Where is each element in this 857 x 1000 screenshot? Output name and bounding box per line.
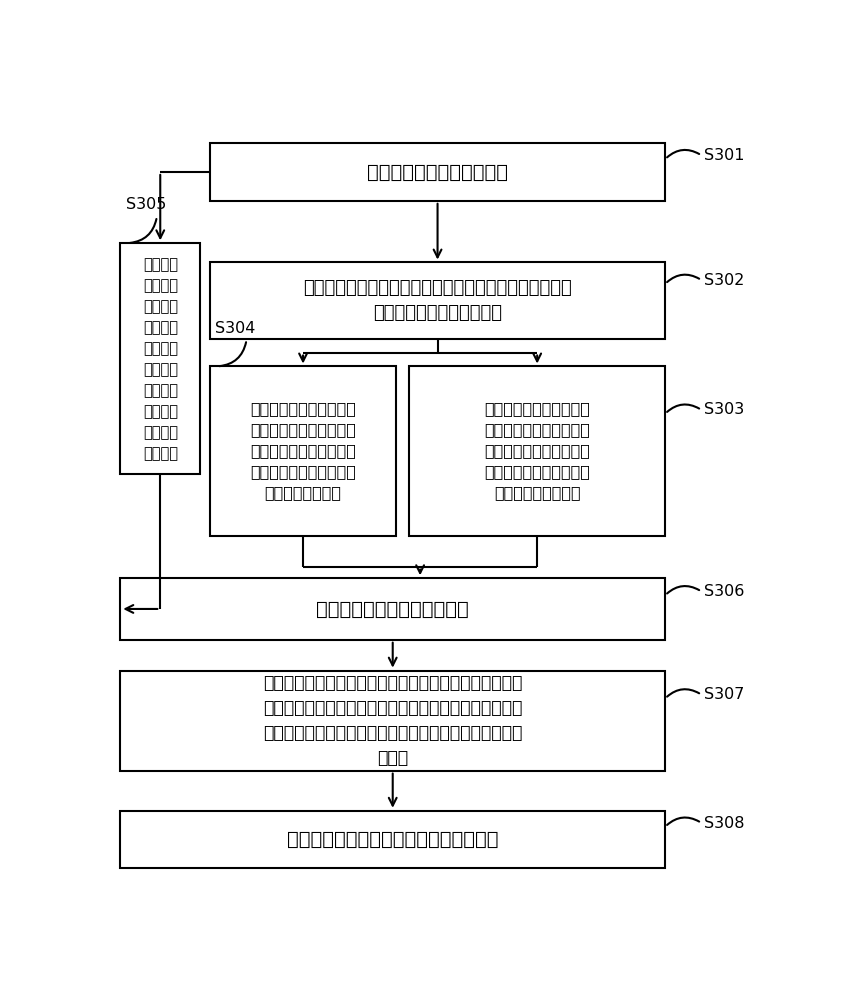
FancyArrowPatch shape	[667, 404, 699, 412]
Bar	[120, 811, 665, 868]
Bar	[410, 366, 665, 536]
Text: S307: S307	[704, 687, 744, 702]
FancyArrowPatch shape	[667, 818, 699, 825]
FancyArrowPatch shape	[129, 219, 157, 243]
Text: S302: S302	[704, 273, 744, 288]
Text: 如果所述摄像头切换模式为自动切换模式，则获取当前设
备与待拍摄景物的距离信息: 如果所述摄像头切换模式为自动切换模式，则获取当前设 备与待拍摄景物的距离信息	[303, 279, 572, 322]
Text: S308: S308	[704, 816, 744, 831]
FancyArrowPatch shape	[219, 342, 246, 366]
FancyArrowPatch shape	[667, 150, 699, 157]
Text: S306: S306	[704, 584, 744, 599]
Text: S305: S305	[126, 197, 166, 212]
Text: 如果所述距离信息大于所
述设定距离阈值，则将所
述长焦摄像头标记为主摄
像头，并将所述广角摄像
头标记为辅摄像头: 如果所述距离信息大于所 述设定距离阈值，则将所 述长焦摄像头标记为主摄 像头，并…	[250, 402, 356, 501]
FancyArrowPatch shape	[667, 689, 699, 697]
Text: S301: S301	[704, 148, 744, 163]
Bar	[120, 578, 665, 640]
Text: S303: S303	[704, 402, 744, 417]
Text: S304: S304	[215, 321, 255, 336]
Bar	[120, 671, 665, 771]
Bar	[210, 262, 665, 339]
Text: 获取设备的摄像头切换模式: 获取设备的摄像头切换模式	[367, 162, 508, 181]
Text: 如果所述距离信息小于或
等于设定距离阈值，则将
所述广角摄像头标记为主
摄像头，并将所述长焦摄
像头标记为辅摄像头: 如果所述距离信息小于或 等于设定距离阈值，则将 所述广角摄像头标记为主 摄像头，…	[484, 402, 590, 501]
FancyArrowPatch shape	[667, 586, 699, 594]
Text: 开启所述主摄像头对待拍摄景物进行拍摄: 开启所述主摄像头对待拍摄景物进行拍摄	[287, 830, 499, 849]
Bar	[120, 243, 200, 474]
Bar	[210, 143, 665, 201]
FancyArrowPatch shape	[667, 275, 699, 282]
Text: 如果所述
摄像头切
换模式为
手动切换
模式，则
根据用户
的切换操
作确定主
摄像头和
辅摄像头: 如果所述 摄像头切 换模式为 手动切换 模式，则 根据用户 的切换操 作确定主 …	[143, 257, 177, 461]
Text: 如果所述光线强度信息低于所述主摄像头对应的光线强度
阈值，则通过辅摄像头采集当前外部环境的光线并补充到
主摄像头的成像画面中，以增加所述主摄像头拍摄时的光
线强: 如果所述光线强度信息低于所述主摄像头对应的光线强度 阈值，则通过辅摄像头采集当前…	[263, 674, 523, 767]
Text: 获取外部环境的光线强度信息: 获取外部环境的光线强度信息	[316, 599, 469, 618]
Bar	[210, 366, 396, 536]
